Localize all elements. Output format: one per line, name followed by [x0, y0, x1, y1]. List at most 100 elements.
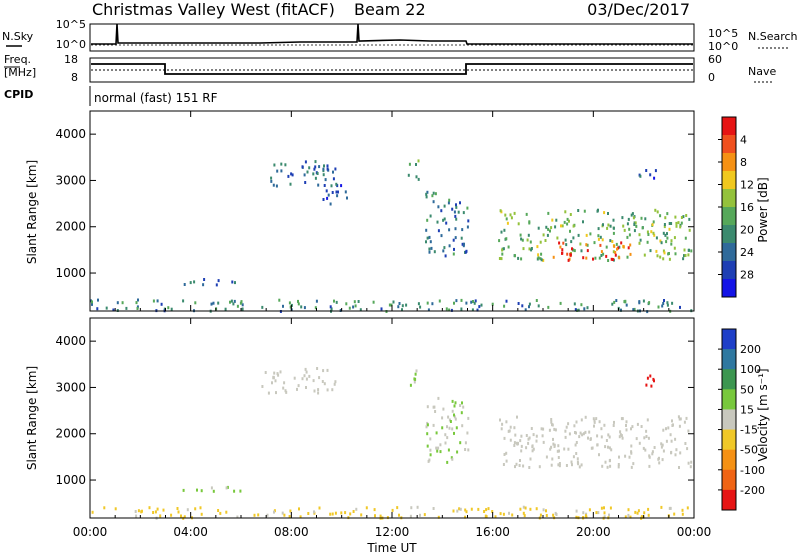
velocity-cell — [673, 512, 676, 516]
velocity-ytick-label: 1000 — [55, 473, 86, 487]
velocity-cell — [567, 447, 570, 451]
velocity-cell — [516, 415, 518, 419]
velocity-cell — [665, 439, 668, 443]
power-cell — [152, 299, 155, 303]
velocity-cell — [528, 466, 531, 469]
power-cell — [517, 222, 520, 226]
power-cell — [417, 302, 420, 306]
velocity-cell — [552, 437, 554, 441]
velocity-cell — [277, 373, 280, 377]
power-cell — [261, 305, 264, 309]
power-cell — [577, 209, 580, 212]
velocity-colorbar-tick: -200 — [740, 484, 765, 497]
power-cell — [564, 210, 567, 214]
power-cell — [313, 167, 316, 171]
power-cell — [646, 230, 649, 234]
velocity-cell — [226, 485, 229, 489]
velocity-cell — [558, 462, 561, 465]
power-cell — [684, 236, 687, 240]
power-cell — [610, 257, 613, 261]
power-cell — [522, 247, 525, 251]
power-cell — [478, 305, 481, 309]
power-cell — [643, 253, 646, 257]
velocity-cell — [305, 370, 308, 374]
velocity-cell — [606, 465, 609, 469]
power-cell — [650, 230, 653, 234]
power-cell — [631, 212, 634, 216]
velocity-cell — [674, 437, 677, 441]
power-cell — [329, 305, 332, 309]
velocity-cell — [619, 433, 622, 437]
power-cell — [670, 242, 673, 246]
power-cell — [609, 224, 612, 228]
velocity-cell — [513, 441, 516, 445]
power-cell — [544, 239, 547, 242]
power-cell — [600, 250, 603, 254]
velocity-cell — [549, 447, 552, 451]
velocity-cell — [331, 388, 334, 392]
power-cell — [536, 245, 539, 249]
velocity-cell — [550, 420, 553, 424]
power-cell — [645, 169, 648, 172]
velocity-cell — [434, 410, 437, 413]
power-cell — [275, 184, 278, 188]
power-cell — [671, 301, 674, 305]
power-cell — [425, 228, 428, 232]
velocity-cell — [668, 506, 671, 510]
velocity-cell — [667, 426, 670, 430]
velocity-cell — [432, 423, 435, 427]
velocity-ylabel: Slant Range [km] — [25, 366, 39, 470]
velocity-cell — [485, 508, 488, 512]
power-cell — [327, 193, 330, 197]
power-cell — [666, 301, 669, 305]
velocity-cell — [527, 437, 530, 441]
velocity-cell — [671, 419, 673, 423]
velocity-cell — [582, 432, 585, 436]
power-colorbar-segment — [722, 279, 736, 298]
velocity-cell — [609, 464, 612, 468]
velocity-cell — [415, 369, 418, 373]
velocity-cell — [552, 442, 555, 446]
velocity-cell — [625, 428, 628, 432]
power-cell — [501, 248, 504, 252]
power-cell — [566, 217, 569, 221]
velocity-cell — [567, 422, 570, 426]
x-tick-label: 00:00 — [73, 525, 108, 539]
power-cell — [614, 251, 617, 254]
power-cell — [276, 169, 279, 173]
velocity-cell — [317, 388, 320, 392]
velocity-cell — [391, 508, 394, 512]
velocity-frame — [89, 317, 695, 519]
power-cell — [664, 216, 667, 220]
velocity-cell — [275, 391, 277, 395]
velocity-cell — [427, 459, 430, 463]
velocity-cell — [531, 449, 534, 453]
velocity-cell — [239, 489, 242, 493]
velocity-cell — [257, 513, 260, 517]
velocity-cell — [595, 511, 598, 515]
power-cell — [662, 257, 665, 261]
power-cell — [528, 302, 531, 306]
velocity-cell — [647, 436, 650, 440]
power-cell — [635, 224, 638, 228]
power-cell — [183, 283, 186, 286]
nave-label: Nave — [748, 65, 776, 78]
velocity-cell — [527, 441, 530, 445]
power-cell — [445, 221, 448, 225]
power-cell — [442, 218, 445, 222]
power-cell — [317, 183, 320, 187]
velocity-cell — [557, 444, 560, 448]
velocity-cell — [627, 513, 630, 517]
power-cell — [613, 244, 616, 248]
velocity-cell — [603, 511, 606, 515]
velocity-cell — [103, 506, 106, 510]
velocity-cell — [574, 443, 577, 447]
velocity-cell — [288, 515, 291, 518]
power-cell — [682, 215, 685, 219]
power-cell — [571, 247, 573, 251]
velocity-cell — [505, 420, 508, 424]
velocity-cell — [156, 507, 159, 511]
power-cell — [431, 302, 434, 306]
power-cell — [397, 305, 400, 309]
power-cell — [426, 236, 429, 240]
